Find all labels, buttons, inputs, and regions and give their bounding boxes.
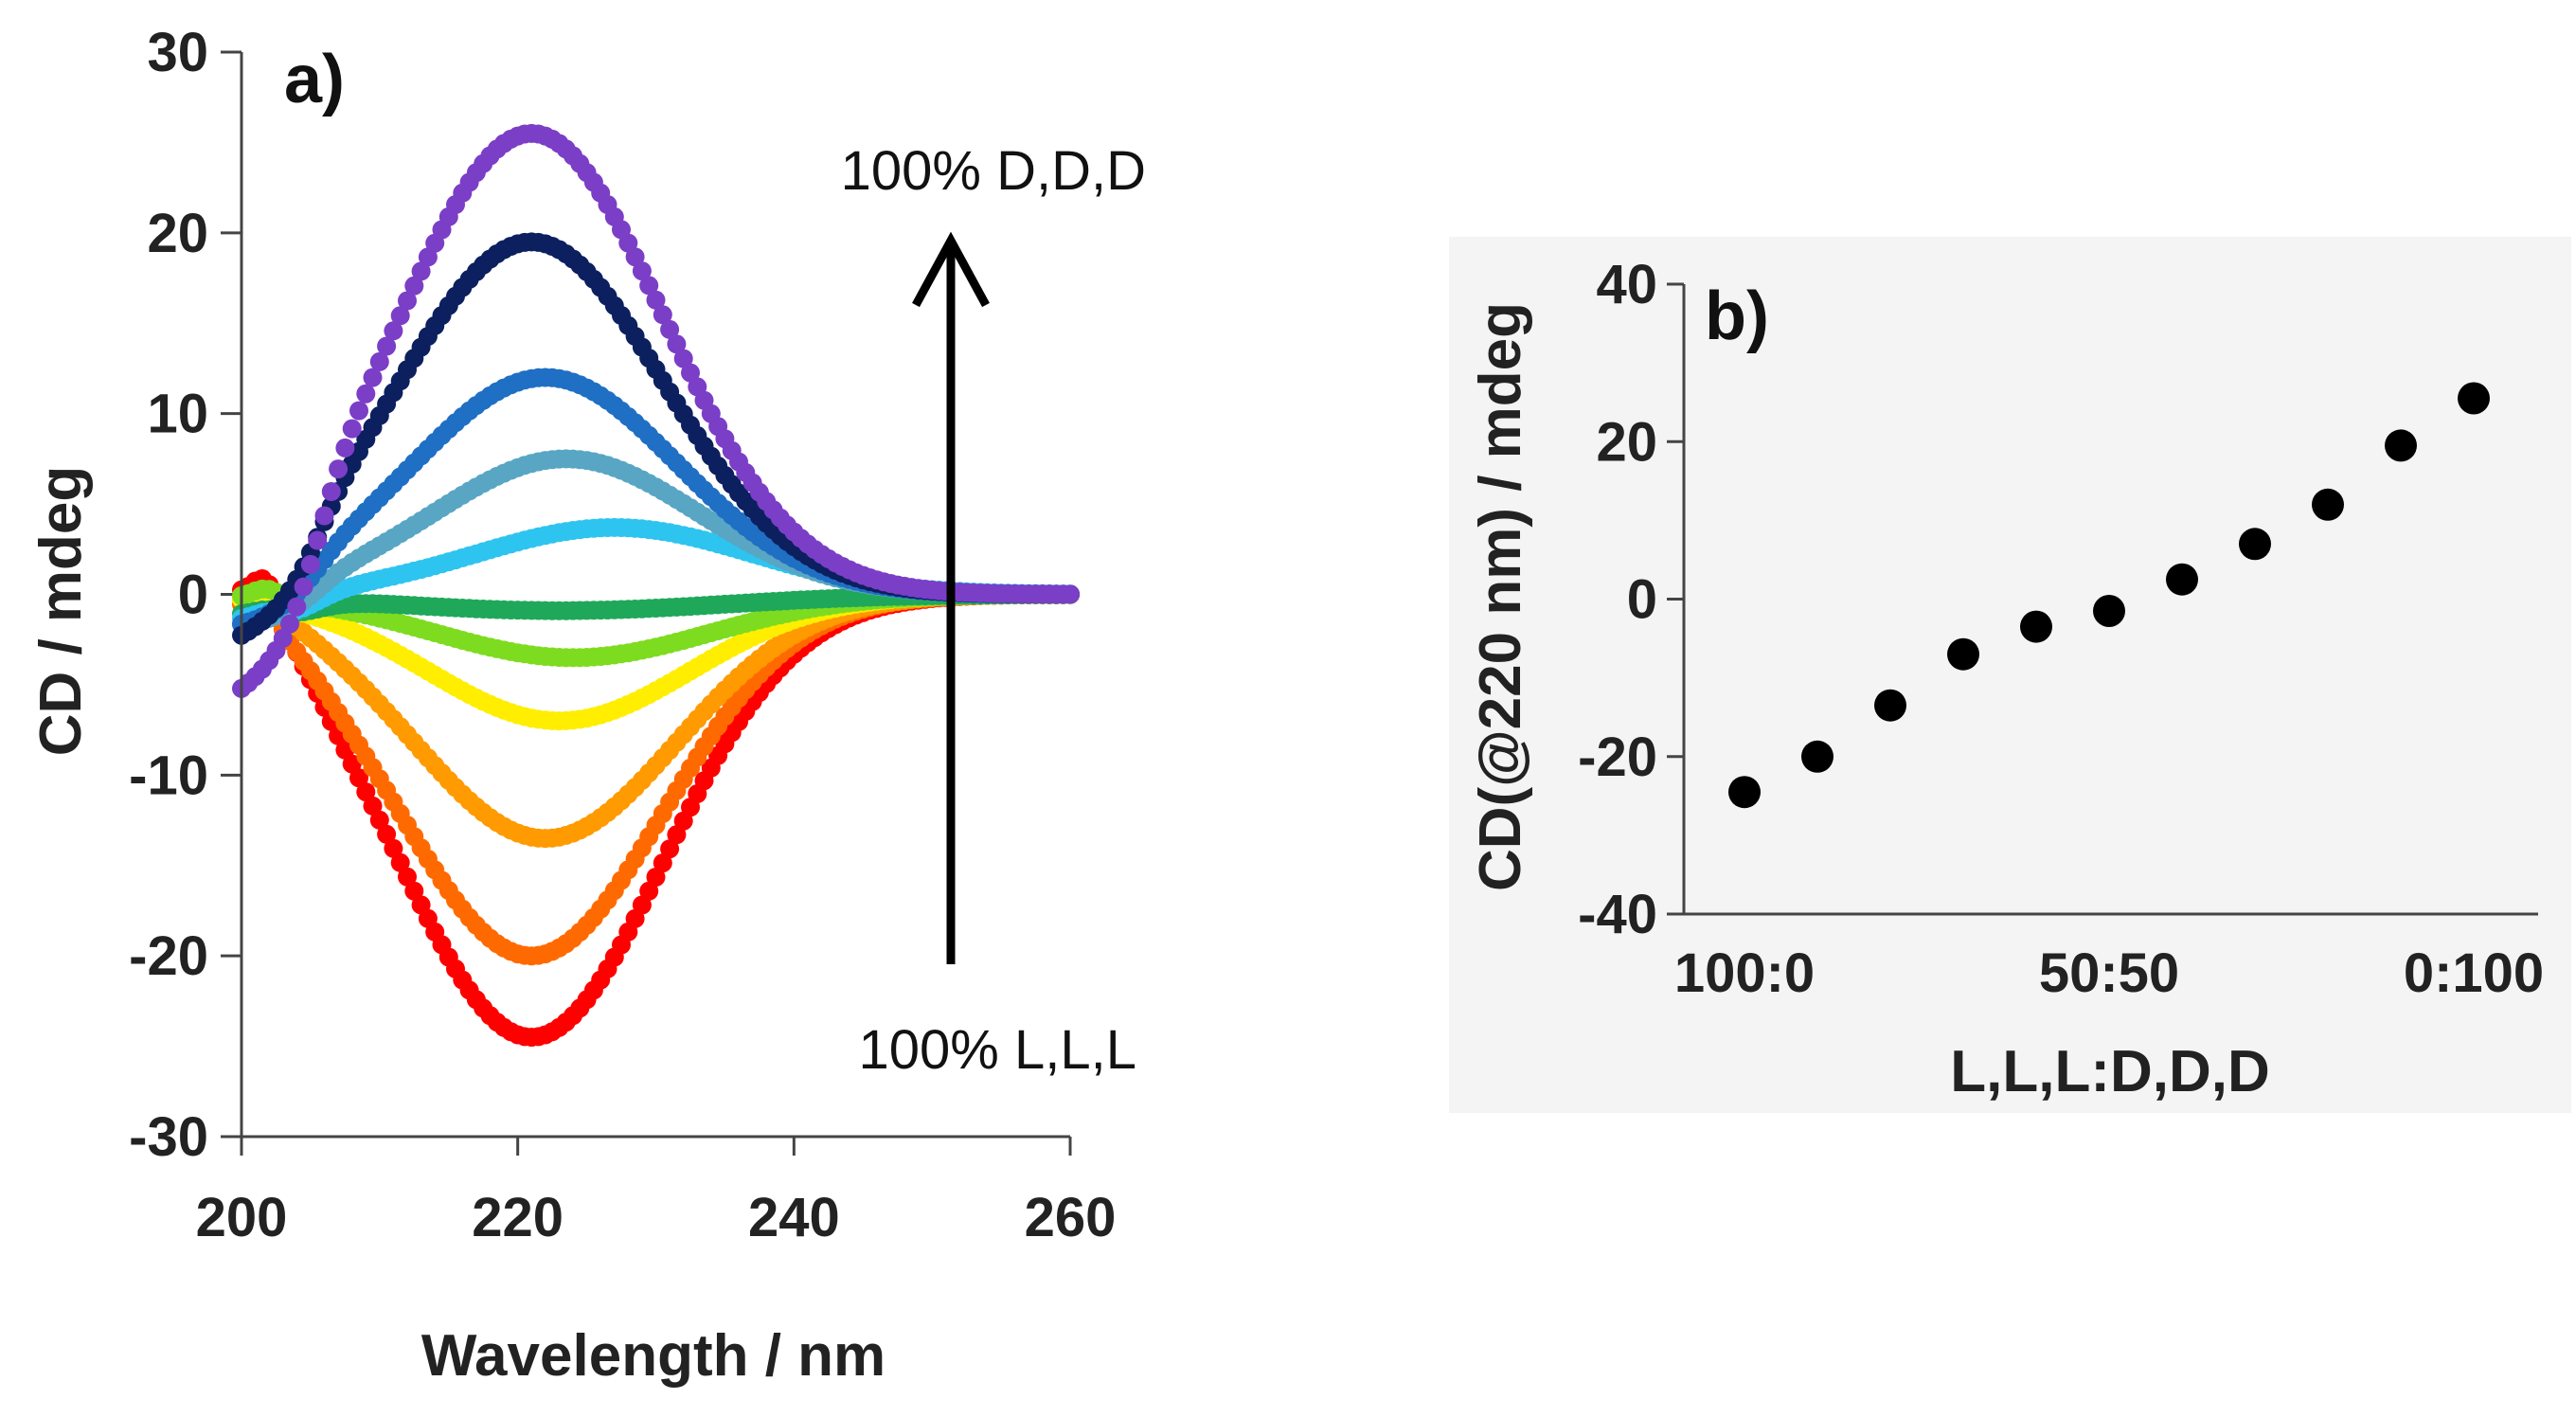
panel-b-y-tick-label: 20 [1596, 411, 1657, 473]
panel-a-y-axis-title: CD / mdeg [28, 466, 94, 757]
panel-a-annotation-top: 100% D,D,D [841, 140, 1146, 202]
cd-data-point [300, 554, 320, 574]
cd-data-point [404, 276, 424, 296]
cd-data-point [653, 853, 672, 873]
cd-data-point [369, 810, 389, 830]
scatter-point [1728, 776, 1761, 809]
panel-a-y-tick-label: -10 [129, 744, 208, 806]
cd-data-point [667, 334, 687, 354]
cd-data-point [273, 628, 293, 648]
panel-b-points [1728, 382, 2490, 809]
cd-data-point [646, 290, 666, 310]
cd-data-point [398, 291, 417, 311]
panel-a-series [232, 123, 1080, 1047]
cd-data-point [308, 530, 328, 550]
cd-data-point [356, 384, 376, 404]
panel-b-y-axis-title: CD(@220 nm) / mdeg [1468, 302, 1533, 891]
cd-data-point [390, 852, 410, 872]
cd-data-point [287, 597, 307, 617]
cd-data-point [342, 419, 362, 439]
panel-b-label: b) [1705, 278, 1769, 354]
cd-data-point [384, 321, 403, 341]
panel-a-x-tick-label: 200 [196, 1187, 288, 1248]
cd-data-point [280, 614, 299, 634]
cd-data-point [321, 482, 341, 501]
cd-data-point [335, 438, 355, 457]
cd-data-point [384, 838, 403, 858]
scatter-point [2020, 610, 2052, 643]
panel-a-y-tick-label: 0 [178, 565, 208, 626]
scatter-point [1874, 689, 1906, 722]
cd-data-point [1061, 584, 1080, 604]
cd-data-point [411, 261, 431, 281]
panel-b-x-tick-label: 100:0 [1674, 942, 1815, 1004]
cd-series-0-100 [232, 123, 1080, 698]
cd-data-point [625, 247, 645, 267]
panel-b-y-tick-label: 0 [1627, 569, 1657, 631]
panel-b-x-axis-title: L,L,L:D,D,D [1950, 1039, 2270, 1104]
scatter-point [2166, 563, 2198, 596]
panel-a-annotation-bottom: 100% L,L,L [859, 1019, 1136, 1081]
panel-b-y-tick-label: 40 [1596, 254, 1657, 315]
panel-b-y-tick-label: -20 [1578, 726, 1657, 788]
cd-data-point [673, 349, 693, 368]
cd-data-point [363, 796, 383, 816]
panel-b-background [1449, 237, 2571, 1113]
scatter-point [2239, 528, 2271, 561]
cd-data-point [639, 276, 659, 296]
cd-data-point [349, 768, 368, 788]
panel-a-cd-spectra: 30 20 10 0 -10 -20 -30 200 220 240 260 a) Waveleng… [28, 22, 1146, 1389]
panel-a-x-tick-label: 220 [472, 1187, 564, 1248]
panel-b-x-tick-label: 50:50 [2039, 942, 2179, 1004]
cd-data-point [314, 506, 334, 526]
cd-data-point [356, 782, 376, 802]
scatter-point [2093, 595, 2125, 627]
panel-b-y-tick-label: -40 [1578, 884, 1657, 945]
panel-b-scatter: 40 20 0 -20 -40 100:0 50:50 0:100 b) L,L,L:D,D,… [1449, 237, 2571, 1113]
panel-a-x-axis-title: Wavelength / nm [421, 1323, 886, 1389]
cd-data-point [363, 368, 383, 387]
cd-data-point [660, 839, 680, 859]
scatter-point [1801, 740, 1834, 773]
cd-data-point [646, 868, 666, 887]
panel-a-y-tick-label: -20 [129, 925, 208, 987]
panel-b-x-tick-label: 0:100 [2404, 942, 2544, 1004]
cd-data-point [681, 363, 700, 383]
scatter-point [1947, 637, 1979, 671]
cd-data-point [349, 401, 368, 421]
cd-data-point [329, 459, 349, 479]
panel-a-x-tick-label: 240 [748, 1187, 840, 1248]
cd-data-point [377, 336, 397, 356]
panel-a-x-tick-label: 260 [1025, 1187, 1117, 1248]
scatter-point [2312, 488, 2344, 521]
panel-a-y-tick-label: 10 [147, 384, 208, 445]
panel-a-arrow-head [912, 231, 990, 308]
cd-data-point [653, 305, 672, 325]
cd-data-point [660, 319, 680, 339]
cd-data-point [390, 306, 410, 326]
cd-data-point [398, 867, 417, 887]
cd-data-point [369, 351, 389, 371]
cd-data-point [639, 881, 659, 901]
panel-a-y-tick-label: 30 [147, 22, 208, 83]
panel-a-y-tick-label: 20 [147, 203, 208, 264]
panel-a-ticks: 30 20 10 0 -10 -20 -30 200 220 240 260 [129, 22, 1116, 1248]
cd-data-point [632, 261, 652, 281]
cd-data-point [377, 824, 397, 844]
scatter-point [2385, 429, 2417, 462]
panel-a-y-tick-label: -30 [129, 1106, 208, 1168]
cd-data-point [294, 577, 313, 597]
panel-a-label: a) [284, 42, 345, 117]
panel-b-ticks: 40 20 0 -20 -40 100:0 50:50 0:100 [1578, 254, 2544, 1004]
scatter-point [2458, 382, 2490, 415]
